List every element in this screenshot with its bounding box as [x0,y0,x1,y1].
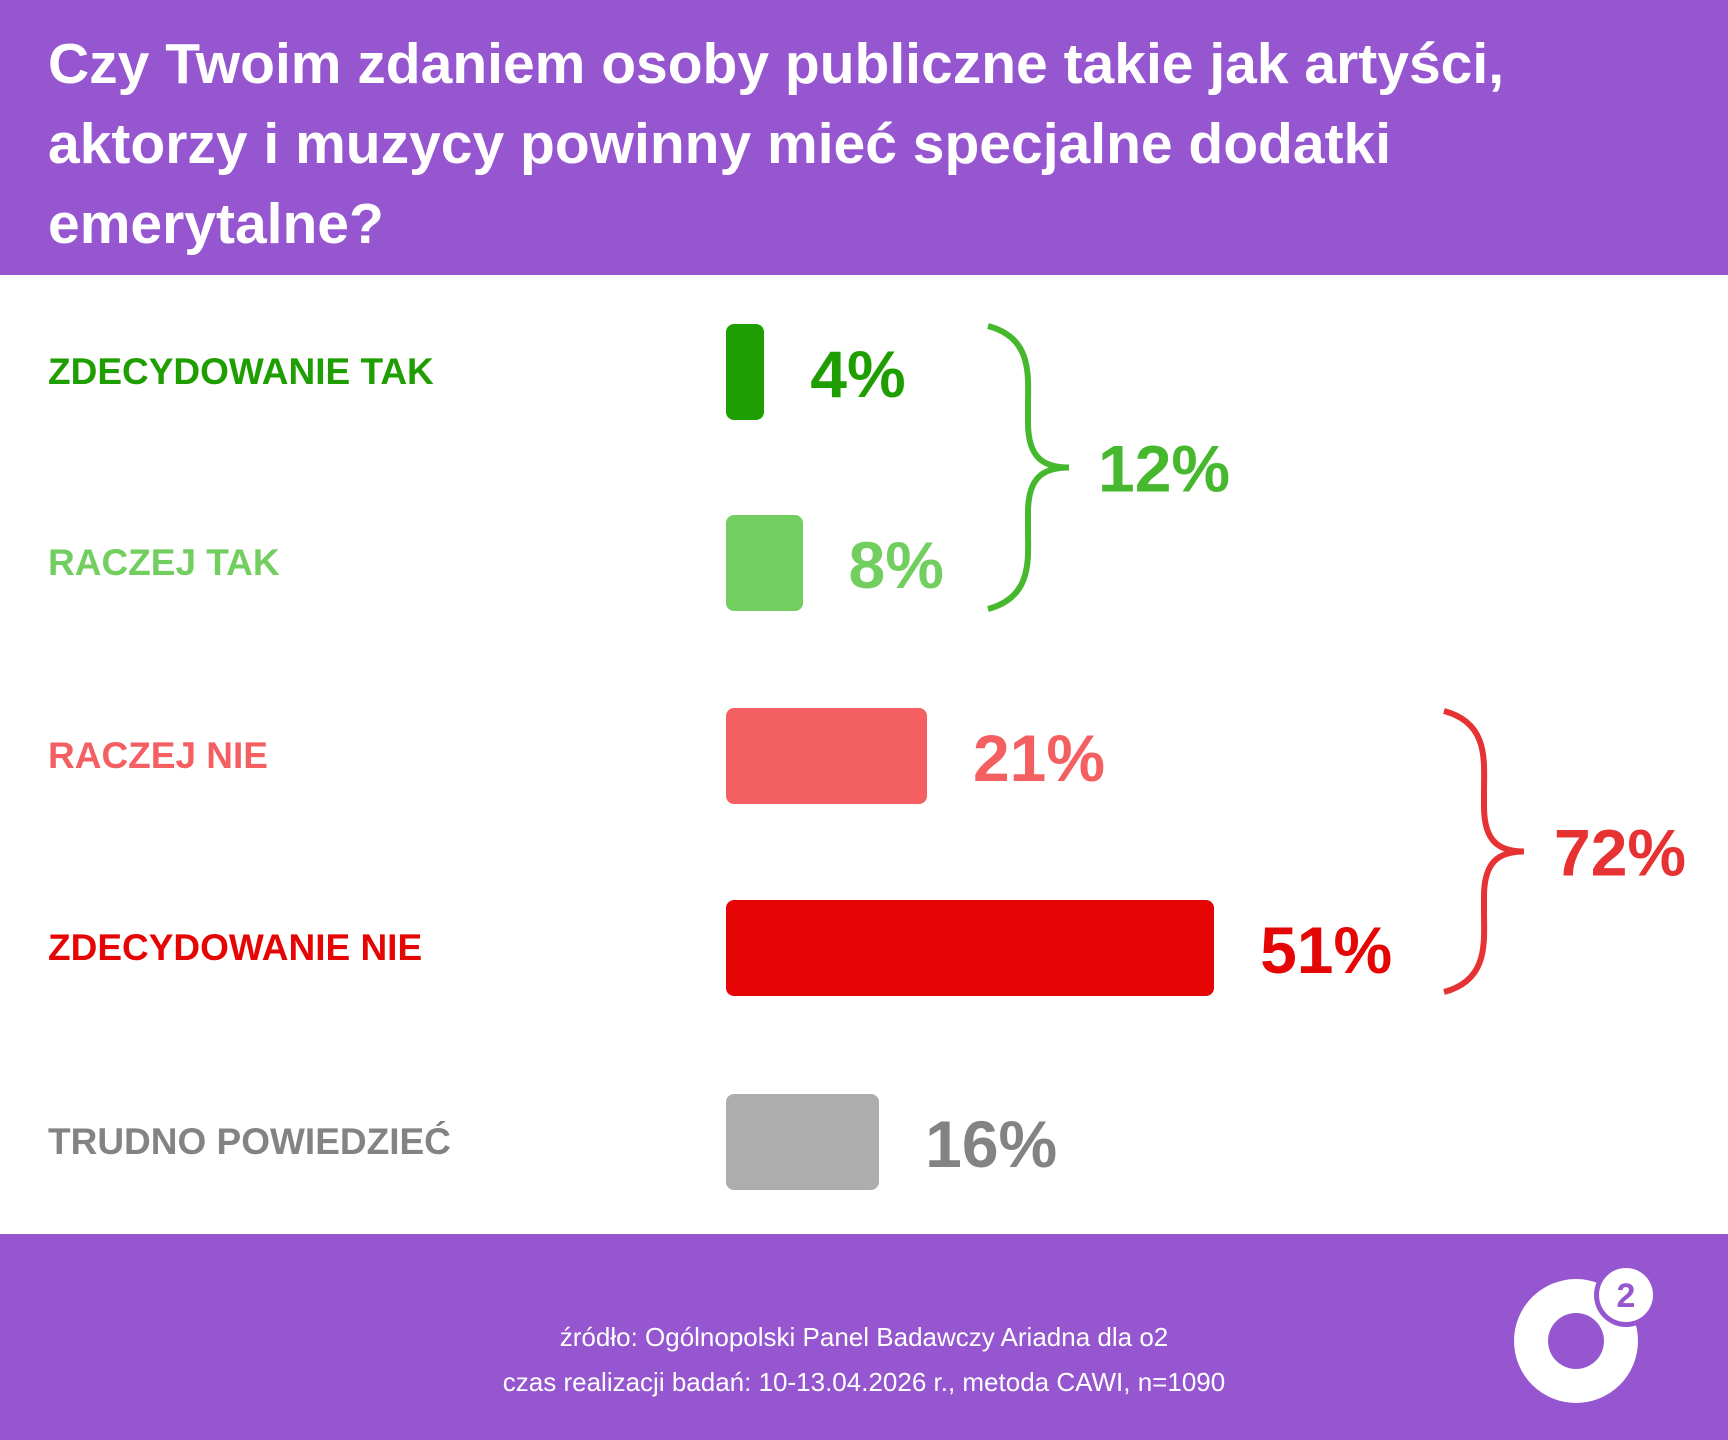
category-label: ZDECYDOWANIE TAK [48,351,434,392]
header: Czy Twoim zdaniem osoby publiczne takie … [0,0,1728,275]
group-total-label: 72% [1554,816,1686,890]
value-label: 8% [848,528,944,602]
bar [726,900,1215,996]
source-text: źródło: Ogólnopolski Panel Badawczy Aria… [559,1322,1169,1352]
footer: źródło: Ogólnopolski Panel Badawczy Aria… [0,1234,1728,1440]
category-label: RACZEJ NIE [48,735,268,776]
bar [726,708,927,804]
bar [726,515,803,611]
group-total-label: 12% [1098,432,1230,506]
group-brace [1443,708,1525,995]
category-label: RACZEJ TAK [48,542,280,583]
group-brace [987,323,1070,612]
svg-text:2: 2 [1617,1277,1636,1315]
chart-title: Czy Twoim zdaniem osoby publiczne takie … [48,32,1505,256]
survey-details-text: czas realizacji badań: 10-13.04.2026 r.,… [502,1367,1226,1397]
bar [726,1094,880,1190]
category-label: TRUDNO POWIEDZIEĆ [48,1121,451,1162]
value-label: 51% [1260,913,1393,987]
value-label: 21% [972,721,1106,795]
bar [726,324,765,420]
value-label: 4% [810,337,906,411]
o2-logo: 2 [1514,1263,1658,1403]
value-label: 16% [925,1107,1058,1181]
category-label: ZDECYDOWANIE NIE [48,927,423,968]
